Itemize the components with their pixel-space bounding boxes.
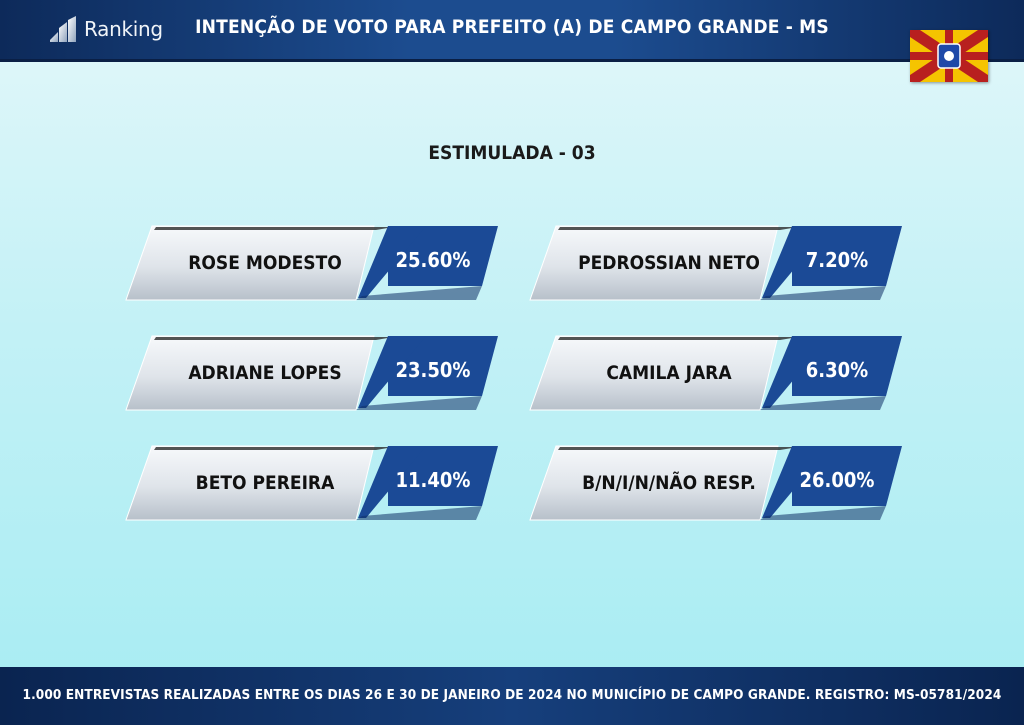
result-card-shape <box>125 225 498 301</box>
result-card-shape <box>125 335 498 411</box>
result-card-shape <box>529 445 902 521</box>
vote-percentage: 11.40% <box>395 468 471 492</box>
vote-percentage: 26.00% <box>799 468 875 492</box>
candidate-name: ROSE MODESTO <box>188 252 342 274</box>
result-card: PEDROSSIAN NETO 7.20% <box>529 225 902 301</box>
brand-name: Ranking <box>84 17 163 41</box>
chart-subtitle: ESTIMULADA - 03 <box>428 142 596 164</box>
result-card: B/N/I/N/NÃO RESP. 26.00% <box>529 445 902 521</box>
result-card: CAMILA JARA 6.30% <box>529 335 902 411</box>
vote-percentage: 7.20% <box>805 248 869 272</box>
vote-percentage: 6.30% <box>805 358 869 382</box>
candidate-name: ADRIANE LOPES <box>188 362 342 384</box>
result-card-shape <box>529 335 902 411</box>
vote-percentage: 25.60% <box>395 248 471 272</box>
candidate-name: PEDROSSIAN NETO <box>578 252 760 274</box>
result-card: ROSE MODESTO 25.60% <box>125 225 498 301</box>
ranking-logo-icon <box>50 16 76 42</box>
candidate-name: BETO PEREIRA <box>195 472 335 494</box>
result-card-shape <box>529 225 902 301</box>
result-card: ADRIANE LOPES 23.50% <box>125 335 498 411</box>
candidate-name: CAMILA JARA <box>606 362 732 384</box>
campo-grande-flag-icon <box>910 30 988 82</box>
result-card-shape <box>125 445 498 521</box>
page-title: INTENÇÃO DE VOTO PARA PREFEITO (A) DE CA… <box>195 16 829 38</box>
candidate-name: B/N/I/N/NÃO RESP. <box>582 472 756 494</box>
result-card: BETO PEREIRA 11.40% <box>125 445 498 521</box>
header-bar: Ranking INTENÇÃO DE VOTO PARA PREFEITO (… <box>0 0 1024 62</box>
vote-percentage: 23.50% <box>395 358 471 382</box>
footer-note: 1.000 ENTREVISTAS REALIZADAS ENTRE OS DI… <box>22 687 1002 703</box>
footer-bar: 1.000 ENTREVISTAS REALIZADAS ENTRE OS DI… <box>0 667 1024 725</box>
ranking-logo: Ranking <box>48 14 163 44</box>
